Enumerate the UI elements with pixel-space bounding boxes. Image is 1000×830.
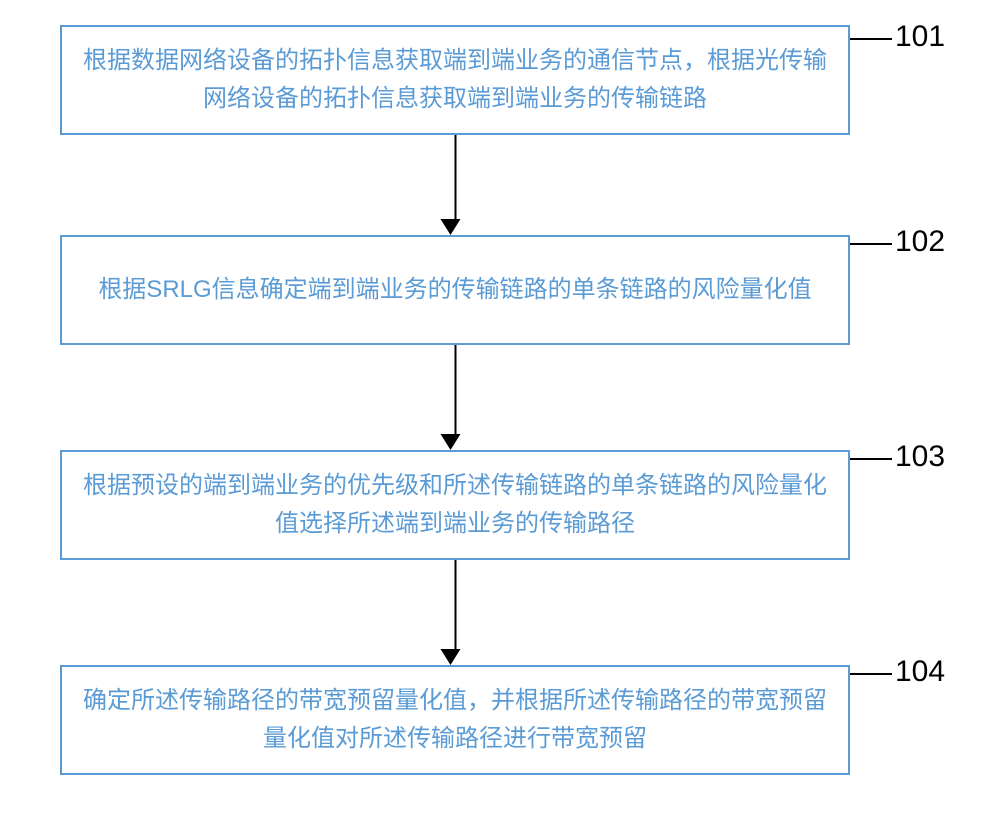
arrow-head [441, 649, 461, 665]
arrow-line [454, 345, 456, 434]
step-label-104: 104 [895, 655, 945, 689]
step-label-103: 103 [895, 440, 945, 474]
arrow-line [454, 135, 456, 219]
label-connector [850, 673, 892, 675]
flowchart-step-101: 根据数据网络设备的拓扑信息获取端到端业务的通信节点，根据光传输网络设备的拓扑信息… [60, 25, 850, 135]
label-connector [850, 243, 892, 245]
flowchart-step-104: 确定所述传输路径的带宽预留量化值，并根据所述传输路径的带宽预留量化值对所述传输路… [60, 665, 850, 775]
step-text: 根据预设的端到端业务的优先级和所述传输链路的单条链路的风险量化值选择所述端到端业… [82, 467, 828, 544]
flowchart-arrow [450, 135, 461, 235]
arrow-head [441, 219, 461, 235]
label-connector [850, 458, 892, 460]
step-label-101: 101 [895, 20, 945, 54]
flowchart-step-103: 根据预设的端到端业务的优先级和所述传输链路的单条链路的风险量化值选择所述端到端业… [60, 450, 850, 560]
flowchart-step-102: 根据SRLG信息确定端到端业务的传输链路的单条链路的风险量化值 [60, 235, 850, 345]
flowchart-arrow [450, 560, 461, 665]
flowchart-container: 根据数据网络设备的拓扑信息获取端到端业务的通信节点，根据光传输网络设备的拓扑信息… [0, 0, 1000, 830]
step-text: 根据SRLG信息确定端到端业务的传输链路的单条链路的风险量化值 [98, 271, 811, 309]
step-text: 确定所述传输路径的带宽预留量化值，并根据所述传输路径的带宽预留量化值对所述传输路… [82, 682, 828, 759]
step-text: 根据数据网络设备的拓扑信息获取端到端业务的通信节点，根据光传输网络设备的拓扑信息… [82, 42, 828, 119]
flowchart-arrow [450, 345, 461, 450]
label-connector [850, 38, 892, 40]
arrow-line [454, 560, 456, 649]
arrow-head [441, 434, 461, 450]
step-label-102: 102 [895, 225, 945, 259]
